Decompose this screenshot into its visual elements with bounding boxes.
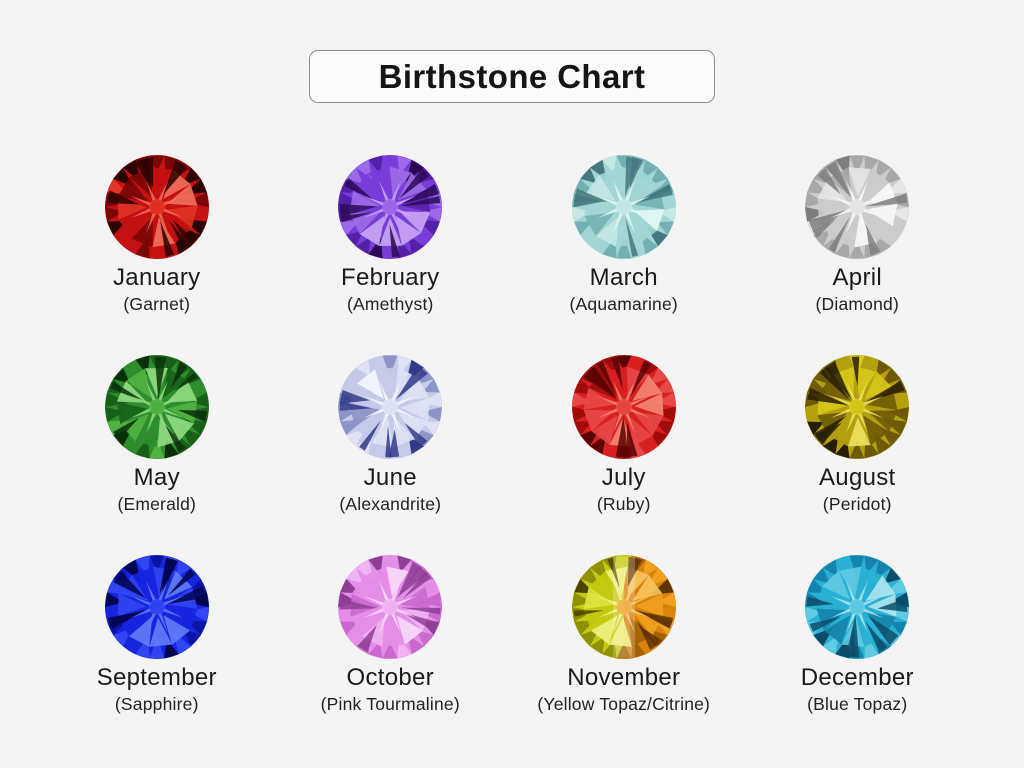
alexandrite-gem-icon (338, 355, 443, 459)
stone-label: (Garnet) (123, 293, 191, 314)
stone-label: (Blue Topaz) (807, 693, 908, 714)
gem-cell-february: February (Amethyst) (274, 155, 508, 355)
month-label: June (363, 464, 417, 491)
aquamarine-gem-icon (571, 155, 676, 259)
blue-topaz-gem-icon (805, 555, 910, 659)
stone-label: (Ruby) (596, 493, 651, 514)
stone-label: (Peridot) (822, 493, 892, 514)
gem-cell-march: March (Aquamarine) (507, 155, 741, 355)
gems-grid: January (Garnet) February (Amethyst) Mar… (40, 155, 974, 755)
stone-label: (Sapphire) (114, 693, 199, 714)
garnet-gem-icon (104, 155, 209, 259)
gem-cell-january: January (Garnet) (40, 155, 274, 355)
month-label: October (346, 664, 434, 691)
stone-label: (Diamond) (815, 293, 899, 314)
month-label: February (341, 264, 440, 291)
gem-cell-august: August (Peridot) (741, 355, 975, 555)
emerald-gem-icon (104, 355, 209, 459)
gem-cell-june: June (Alexandrite) (274, 355, 508, 555)
stone-label: (Pink Tourmaline) (320, 693, 460, 714)
gem-cell-october: October (Pink Tourmaline) (274, 555, 508, 755)
month-label: March (589, 264, 658, 291)
stone-label: (Alexandrite) (339, 493, 442, 514)
month-label: July (601, 464, 646, 491)
stone-label: (Emerald) (117, 493, 197, 514)
sapphire-gem-icon (104, 555, 209, 659)
gem-cell-april: April (Diamond) (741, 155, 975, 355)
page-title: Birthstone Chart (378, 57, 646, 95)
yellow-topaz-citrine-gem-icon (571, 555, 676, 659)
gem-cell-november: November (Yellow Topaz/Citrine) (507, 555, 741, 755)
diamond-gem-icon (805, 155, 910, 259)
month-label: January (113, 264, 201, 291)
month-label: May (133, 464, 180, 491)
gem-cell-may: May (Emerald) (40, 355, 274, 555)
month-label: September (96, 664, 217, 691)
peridot-gem-icon (805, 355, 910, 459)
pink-tourmaline-gem-icon (338, 555, 443, 659)
month-label: November (567, 664, 681, 691)
amethyst-gem-icon (338, 155, 443, 259)
month-label: December (800, 664, 914, 691)
month-label: August (818, 464, 896, 491)
gem-cell-december: December (Blue Topaz) (741, 555, 975, 755)
stone-label: (Aquamarine) (569, 293, 678, 314)
month-label: April (832, 264, 882, 291)
gem-cell-july: July (Ruby) (507, 355, 741, 555)
chart-title-box: Birthstone Chart (309, 50, 715, 103)
gem-cell-september: September (Sapphire) (40, 555, 274, 755)
ruby-gem-icon (571, 355, 676, 459)
stone-label: (Amethyst) (346, 293, 434, 314)
stone-label: (Yellow Topaz/Citrine) (537, 693, 711, 714)
